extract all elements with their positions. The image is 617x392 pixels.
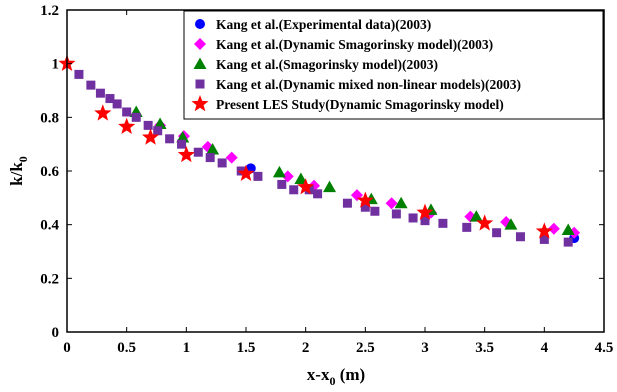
x-axis-label: x-x0 (m) (307, 365, 365, 388)
data-point-square-13 (217, 158, 227, 168)
data-point-star-2 (118, 117, 136, 135)
legend: Kang et al.(Experimental data)(2003) Kang… (183, 10, 604, 120)
data-point-star-6 (297, 178, 315, 195)
data-point-star-4 (177, 145, 195, 163)
series-triangle (129, 105, 575, 236)
data-point-triangle-4 (272, 165, 286, 178)
data-point-triangle-11 (504, 218, 518, 230)
legend-label-star: Present LES Study(Dynamic Smagorinsky mo… (216, 97, 504, 112)
legend-marker-triangle (193, 57, 207, 69)
data-point-square-15 (253, 171, 263, 181)
x-tick-label: 2 (302, 340, 310, 356)
data-point-star-10 (535, 222, 553, 239)
data-point-square-12 (205, 153, 215, 163)
data-point-square-19 (313, 189, 323, 199)
data-point-square-29 (515, 232, 525, 242)
data-point-diamond-11 (547, 222, 560, 235)
data-point-square-10 (177, 139, 187, 149)
data-point-star-8 (416, 203, 434, 220)
legend-marker-diamond (194, 38, 206, 50)
data-point-square-21 (360, 202, 370, 212)
data-point-square-7 (143, 120, 153, 130)
x-tick-label: 0.5 (117, 340, 136, 356)
y-tick-label: 1.2 (40, 3, 59, 19)
data-point-square-28 (492, 228, 502, 238)
data-point-triangle-1 (153, 117, 167, 130)
legend-marker-square (195, 79, 205, 89)
data-point-diamond-3 (225, 151, 238, 164)
data-point-square-6 (131, 112, 141, 122)
data-point-diamond-4 (281, 170, 294, 183)
data-point-star-5 (237, 164, 255, 181)
data-point-square-11 (193, 147, 203, 157)
data-point-square-1 (86, 80, 96, 90)
x-tick-label: 0 (63, 340, 71, 356)
x-tick-label: 3.5 (475, 340, 494, 356)
x-tick-label: 1 (183, 340, 191, 356)
data-point-square-9 (165, 134, 175, 144)
y-tick-label: 0.6 (40, 164, 59, 180)
series-star (58, 54, 553, 239)
data-point-diamond-7 (385, 197, 398, 210)
data-point-star-3 (141, 128, 160, 145)
data-point-square-17 (289, 185, 299, 195)
series-diamond (154, 119, 581, 239)
data-point-square-31 (563, 237, 573, 247)
y-tick-label: 0.8 (40, 110, 59, 126)
data-point-square-27 (462, 222, 472, 232)
data-point-square-20 (342, 198, 352, 208)
data-point-star-7 (356, 191, 374, 208)
data-point-square-26 (438, 218, 448, 228)
data-point-square-3 (105, 94, 115, 104)
legend-label-square: Kang et al.(Dynamic mixed non-linear mod… (216, 77, 521, 92)
data-point-square-30 (539, 234, 549, 244)
data-point-triangle-8 (394, 196, 408, 209)
data-point-square-5 (122, 107, 132, 117)
x-tick-label: 4.5 (595, 340, 614, 356)
data-point-star-1 (94, 104, 112, 121)
data-point-triangle-3 (206, 143, 220, 155)
data-point-square-23 (391, 209, 401, 219)
data-point-triangle-10 (469, 210, 483, 222)
x-tick-label: 1.5 (237, 340, 256, 356)
y-tick-label: 0.2 (40, 271, 59, 287)
data-point-star-9 (476, 214, 494, 231)
data-point-square-2 (95, 88, 105, 98)
legend-label-diamond: Kang et al.(Dynamic Smagorinsky model)(2… (216, 37, 493, 52)
x-tick-label: 2.5 (356, 340, 375, 356)
y-tick-label: 0.4 (40, 218, 59, 234)
data-point-square-24 (408, 213, 418, 223)
data-point-square-16 (277, 179, 287, 189)
axis-ticks: 0 0.5 1 1.5 2 2.5 3 3.5 4 4.5 0 0.2 0.4 0.6 0.8 1 1.2 (40, 3, 613, 356)
legend-marker-star (191, 95, 209, 112)
legend-label-circle: Kang et al.(Experimental data)(2003) (216, 17, 431, 32)
series-circle (245, 163, 580, 244)
x-tick-label: 4 (541, 340, 549, 356)
y-tick-label: 1 (52, 57, 60, 73)
data-point-triangle-12 (561, 223, 575, 236)
legend-marker-circle (195, 19, 205, 29)
legend-box (183, 10, 604, 120)
data-point-square-22 (370, 206, 380, 216)
data-point-triangle-6 (323, 180, 337, 193)
series-square (74, 69, 573, 247)
data-point-square-8 (153, 126, 163, 136)
y-axis-label: k/k0 (7, 156, 30, 186)
data-point-triangle-5 (294, 172, 308, 185)
data-point-square-25 (420, 216, 430, 226)
data-point-triangle-2 (176, 130, 190, 143)
data-point-square-4 (112, 99, 122, 109)
legend-label-triangle: Kang et al.(Smagorinsky model)(2003) (216, 57, 438, 72)
data-point-square-0 (74, 69, 84, 79)
data-marks (58, 54, 581, 247)
y-tick-label: 0 (52, 325, 60, 341)
x-tick-label: 3 (421, 340, 429, 356)
